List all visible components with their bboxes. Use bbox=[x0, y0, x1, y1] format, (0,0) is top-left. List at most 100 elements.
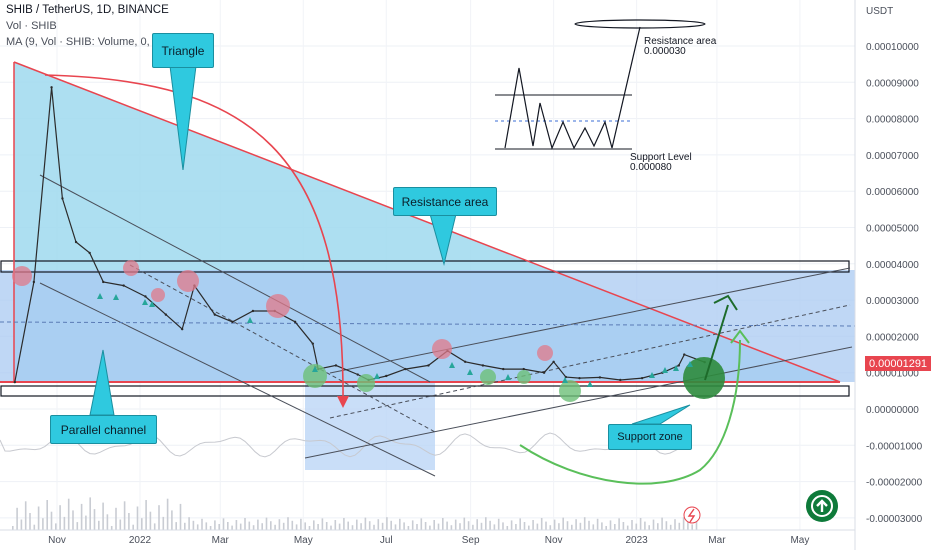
volume-bar bbox=[532, 520, 534, 530]
price-point bbox=[122, 284, 125, 287]
volume-bar bbox=[523, 522, 526, 530]
support-zone-circle bbox=[683, 357, 725, 399]
volume-bar bbox=[442, 518, 444, 530]
volume-bar bbox=[377, 519, 380, 530]
price-point bbox=[640, 376, 644, 380]
y-tick-label: -0.00002000 bbox=[866, 478, 923, 489]
green-arrowhead-up bbox=[713, 294, 738, 311]
y-tick-label: 0.00000000 bbox=[866, 405, 919, 416]
x-tick-label: Sep bbox=[462, 535, 480, 546]
bolt-icon[interactable] bbox=[683, 506, 701, 524]
triangle-callout[interactable]: Triangle bbox=[152, 33, 214, 68]
volume-bar bbox=[648, 525, 650, 530]
lower-shade bbox=[305, 382, 435, 470]
support-box bbox=[0, 385, 850, 397]
price-point bbox=[311, 342, 315, 345]
price-point bbox=[61, 197, 64, 200]
channel-lower bbox=[39, 282, 436, 477]
signal-marker bbox=[649, 372, 655, 378]
price-point bbox=[481, 364, 485, 367]
price-point bbox=[598, 376, 602, 379]
volume-bar bbox=[29, 513, 31, 530]
volume-bar bbox=[678, 522, 681, 530]
volume-bar bbox=[347, 521, 349, 530]
volume-bar bbox=[110, 526, 113, 530]
volume-bar bbox=[592, 524, 595, 530]
price-point bbox=[164, 313, 168, 316]
volume-bar bbox=[360, 523, 362, 530]
volume-bar bbox=[72, 510, 74, 530]
volume-indicator-label[interactable]: Vol · SHIB bbox=[6, 20, 57, 32]
volume-bar bbox=[42, 518, 44, 530]
volume-bar bbox=[631, 520, 633, 530]
volume-bar bbox=[618, 518, 620, 530]
volume-bar bbox=[545, 521, 547, 530]
y-tick-label: 0.00006000 bbox=[866, 187, 919, 198]
price-point bbox=[463, 360, 467, 364]
green-circle-5 bbox=[559, 380, 581, 402]
triangle-upper-edge bbox=[13, 61, 841, 383]
volume-bar bbox=[89, 497, 91, 530]
x-tick-label: 2022 bbox=[129, 535, 152, 546]
price-point bbox=[180, 327, 184, 331]
signal-marker bbox=[587, 381, 593, 387]
x-tick-label: Mar bbox=[708, 535, 726, 546]
volume-bar bbox=[515, 524, 517, 530]
volume-bar bbox=[209, 526, 212, 530]
y-tick-label: -0.00001000 bbox=[866, 441, 923, 452]
x-tick-label: Nov bbox=[48, 535, 66, 546]
volume-bar bbox=[313, 520, 315, 530]
price-point bbox=[427, 364, 430, 367]
price-point bbox=[404, 367, 407, 371]
volume-bar bbox=[265, 517, 268, 530]
red-circle-6 bbox=[432, 339, 452, 359]
pattern-sketch bbox=[495, 19, 706, 150]
price-point bbox=[502, 367, 505, 371]
volume-bar bbox=[93, 509, 96, 530]
resistance-callout[interactable]: Resistance area bbox=[393, 187, 497, 216]
volume-bar bbox=[115, 507, 117, 530]
price-point bbox=[578, 376, 581, 380]
signal-marker bbox=[312, 366, 318, 372]
volume-bar bbox=[80, 503, 83, 530]
parallel-channel-callout[interactable]: Parallel channel bbox=[50, 415, 157, 444]
volume-bar bbox=[562, 517, 564, 530]
volume-bar bbox=[50, 511, 53, 530]
volume-bar bbox=[162, 516, 165, 530]
volume-bar bbox=[67, 498, 70, 530]
volume-bar bbox=[145, 500, 147, 530]
volume-bar bbox=[467, 521, 470, 530]
volume-bar bbox=[188, 517, 190, 530]
volume-bar bbox=[270, 521, 272, 530]
resistance-box bbox=[0, 260, 850, 273]
volume-bar bbox=[102, 502, 104, 530]
dashed-level bbox=[0, 321, 856, 327]
volume-bar bbox=[231, 525, 233, 530]
support-note-label: Support Level bbox=[630, 152, 692, 163]
volume-bar bbox=[553, 519, 556, 530]
volume-bar bbox=[291, 520, 294, 530]
y-tick-label: 0.00001000 bbox=[866, 369, 919, 380]
volume-bar bbox=[420, 518, 423, 530]
volume-bar bbox=[536, 523, 539, 530]
channel-mid bbox=[129, 264, 436, 433]
rising-channel-lower bbox=[304, 346, 853, 459]
volume-bar bbox=[652, 519, 655, 530]
volume-bar bbox=[351, 525, 354, 530]
support-zone-callout[interactable]: Support zone bbox=[608, 424, 692, 450]
signal-marker bbox=[247, 317, 253, 323]
volume-bar bbox=[317, 524, 319, 530]
resistance-note-value: 0.000030 bbox=[644, 46, 686, 57]
ma-indicator-label[interactable]: MA (9, Vol · SHIB: Volume, 0, SMA, 5) bbox=[6, 36, 193, 48]
sketch-path bbox=[504, 26, 641, 150]
green-circle-4 bbox=[517, 370, 531, 384]
volume-bar bbox=[575, 519, 577, 530]
volume-bar bbox=[403, 522, 405, 530]
symbol-title[interactable]: SHIB / TetherUS, 1D, BINANCE bbox=[6, 4, 169, 16]
scroll-up-button[interactable] bbox=[806, 490, 838, 522]
green-circle-2 bbox=[357, 374, 375, 392]
volume-bar bbox=[184, 522, 186, 530]
volume-bar bbox=[489, 520, 491, 530]
